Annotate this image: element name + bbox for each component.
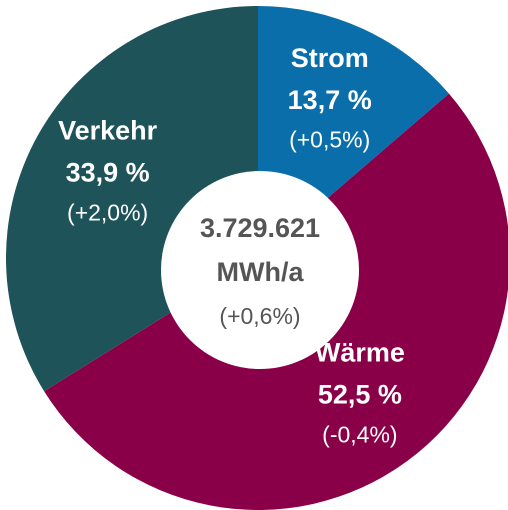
center-total: 3.729.621 xyxy=(200,213,320,243)
center-hole xyxy=(161,171,359,369)
slice-label: Verkehr xyxy=(58,116,158,146)
change-label: (-0,4%) xyxy=(322,422,397,448)
slice-label: Strom xyxy=(291,43,369,73)
value-label: 33,9 % xyxy=(66,158,150,188)
value-label: 13,7 % xyxy=(288,85,372,115)
change-label: (+0,5%) xyxy=(289,127,370,153)
slice-label: Wärme xyxy=(315,338,405,368)
value-label: 52,5 % xyxy=(318,380,402,410)
center-change: (+0,6%) xyxy=(219,303,300,329)
change-label: (+2,0%) xyxy=(67,200,148,226)
center-unit: MWh/a xyxy=(217,257,305,287)
